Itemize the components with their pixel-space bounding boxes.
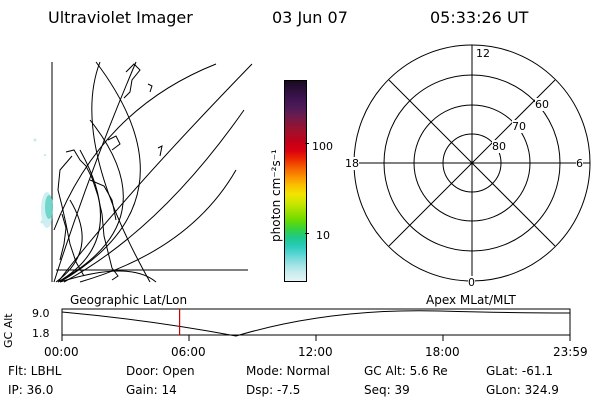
instrument-title: Ultraviolet Imager	[48, 8, 193, 27]
timeline-tick-0000: 00:00	[44, 345, 79, 359]
colorbar-tick-100	[305, 143, 309, 144]
mlat-label-80: 80	[492, 140, 506, 153]
glon-value: GLon: 324.9	[486, 383, 559, 397]
date-label: 03 Jun 07	[272, 8, 348, 27]
timeline-tick-2359: 23:59	[553, 345, 588, 359]
time-label: 05:33:26 UT	[430, 8, 529, 27]
timeline-tick-0600: 06:00	[171, 345, 206, 359]
colorbar-tick-10	[305, 233, 309, 234]
timeline-y-axis-label: GC Alt	[2, 313, 15, 348]
mode-value: Mode: Normal	[246, 364, 330, 378]
timeline-tick-1800: 18:00	[425, 345, 460, 359]
color-scale-bar	[284, 80, 307, 282]
mlat-label-60: 60	[535, 98, 549, 111]
gc-altitude-value: GC Alt: 5.6 Re	[364, 364, 448, 378]
mlt-label-12: 12	[476, 47, 490, 60]
colorbar-label-100: 100	[312, 140, 333, 153]
gain-value: Gain: 14	[126, 383, 177, 397]
mlt-label-18: 18	[345, 157, 359, 170]
filter-value: Flt: LBHL	[8, 364, 62, 378]
mlt-label-0: 0	[468, 276, 475, 289]
timeline-y-max: 9.0	[32, 307, 50, 320]
colorbar-label-10: 10	[316, 229, 330, 242]
dsp-value: Dsp: -7.5	[246, 383, 301, 397]
sequence-value: Seq: 39	[364, 383, 410, 397]
mlat-label-70: 70	[512, 120, 526, 133]
timeline-y-min: 1.8	[32, 327, 50, 340]
ip-value: IP: 36.0	[8, 383, 54, 397]
geographic-panel-label: Geographic Lat/Lon	[70, 293, 188, 307]
door-status: Door: Open	[126, 364, 195, 378]
glat-value: GLat: -61.1	[486, 364, 553, 378]
mlt-label-6: 6	[576, 157, 583, 170]
timeline-tick-1200: 12:00	[298, 345, 333, 359]
polar-panel-label: Apex MLat/MLT	[426, 293, 516, 307]
